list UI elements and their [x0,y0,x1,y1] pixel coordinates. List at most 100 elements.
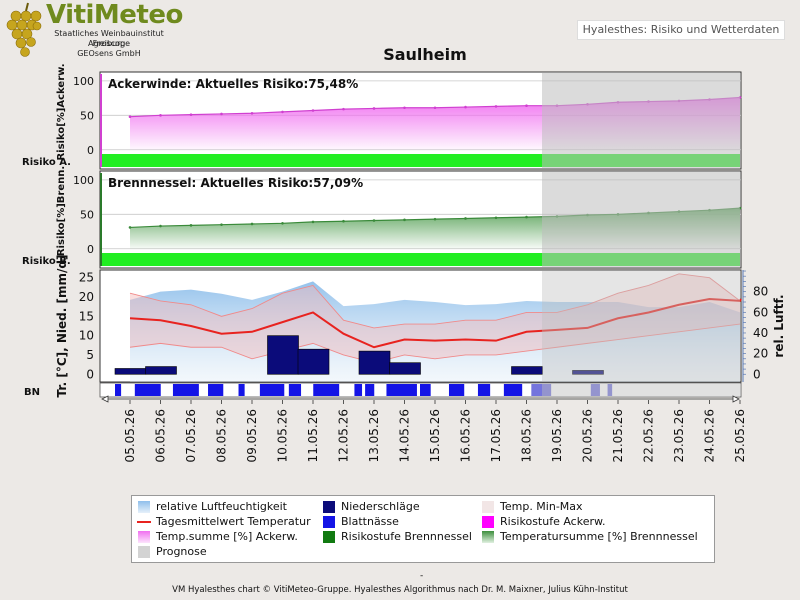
logo-line-3: GEOsens GmbH [77,49,141,58]
x-tick-label-0: 05.05.26 [123,409,137,462]
legend-swatch-humidity [138,500,150,513]
brennnessel-ylabel: Risiko[%]Brenn. [56,166,67,256]
ackerwinde-point-13 [525,104,528,107]
leaf-wetness-segment-4 [238,384,245,396]
brennnessel-point-2 [189,224,193,227]
legend-item-humidity: relative Luftfeuchtigkeit [138,500,287,513]
precip-bar-15 [572,370,604,375]
leaf-wetness-segment-13 [477,384,491,396]
ackerwinde-band-label: Risiko A. [22,157,71,168]
x-tick-label-4: 09.05.26 [245,409,259,462]
weather-ytick-left: 15 [79,309,94,323]
x-tick-label-12: 17.05.26 [489,409,503,462]
ackerwinde-point-2 [189,113,193,116]
leaf-wetness-label: BN [24,387,40,398]
weather-ylabel-right: rel. Luftf. [772,294,786,357]
brennnessel-forecast-overlay [542,172,740,267]
weather-ytick-left: 10 [79,329,94,343]
brennnessel-point-6 [311,220,315,224]
ackerwinde-forecast-overlay [542,73,740,168]
temp-min-line [129,323,741,364]
leaf-wetness-segment-12 [448,384,465,396]
legend-item-temp-minmax: Temp. Min-Max [482,500,583,513]
weather-ytick-left: 20 [79,290,94,304]
leaf-wetness-segment-8 [354,384,363,396]
scroll-left-arrow-icon [101,395,109,403]
ackerwinde-ylabel: Risiko[%]Ackerw. [56,63,67,160]
grape-logo-icon [6,2,42,57]
x-tick-label-18: 23.05.26 [672,409,686,462]
scroll-right-arrow-icon [732,395,740,403]
legend-item-forecast: Prognose [138,545,207,558]
ackerwinde-point-11 [464,105,467,109]
ackerwinde-point-4 [250,111,254,115]
ackerwinde-caption: Ackerwinde: Aktuelles Risiko:75,48% [108,77,358,91]
legend-label-leaf-wetness: Blattnässe [341,515,399,528]
x-tick-label-20: 25.05.26 [733,409,747,462]
brennnessel-point-3 [220,223,223,226]
leaf-wetness-segment-1 [134,384,161,396]
ackerwinde-point-6 [311,109,315,112]
leaf-wetness-forecast-overlay [542,384,740,396]
x-tick-label-16: 21.05.26 [611,409,625,462]
weather-ytick-left: 0 [86,367,94,381]
ackerwinde-point-7 [342,107,345,111]
brennnessel-point-9 [403,218,406,222]
ackerwinde-point-3 [220,112,223,116]
x-tick-label-3: 08.05.26 [215,409,229,462]
leaf-wetness-segment-15 [531,384,552,396]
precip-bar-6 [297,348,330,375]
brennnessel-point-10 [433,217,437,221]
legend-item-precipitation: Niederschläge [323,500,420,513]
ackerwinde-point-1 [159,114,162,117]
legend-label-tempsum-ackerwinde: Temp.summe [%] Ackerw. [156,530,298,543]
ackerwinde-point-5 [281,110,284,114]
brennnessel-point-7 [342,219,345,223]
footer-credit: VM Hyalesthes chart © VitiMeteo-Gruppe. … [172,585,628,595]
chart-title: Saulheim [383,45,467,64]
legend-label-temp-minmax: Temp. Min-Max [500,500,583,513]
brennnessel-point-12 [494,216,498,220]
legend-item-risk-brennnessel: Risikostufe Brennnessel [323,530,472,543]
leaf-wetness-segment-9 [365,384,375,396]
legend-label-humidity: relative Luftfeuchtigkeit [156,500,287,513]
ackerwinde-ytick-label: 50 [80,109,94,122]
brennnessel-point-0 [128,226,132,229]
ackerwinde-ytick-label: 100 [73,75,94,88]
legend-swatch-forecast [138,545,150,558]
ackerwinde-ytick-label: 0 [87,144,94,157]
brennnessel-point-11 [464,217,467,220]
x-tick-label-17: 22.05.26 [642,409,656,462]
footer-dash: - [420,571,424,581]
legend-swatch-temp-mean [137,520,151,523]
leaf-wetness-segment-3 [208,384,224,396]
x-tick-label-5: 10.05.26 [276,409,290,462]
precip-bar-5 [267,335,299,375]
legend-item-temp-mean: Tagesmittelwert Temperatur [137,515,311,528]
x-tick-label-15: 20.05.26 [581,409,595,462]
leaf-wetness-segment-16 [590,384,600,396]
temp-max-line [129,273,741,329]
legend-item-tempsum-ackerwinde: Temp.summe [%] Ackerw. [138,530,298,543]
legend-swatch-precipitation [323,500,335,513]
legend-swatch-risk-ackerwinde [482,515,494,528]
brennnessel-caption: Brennnessel: Aktuelles Risiko:57,09% [108,176,363,190]
leaf-wetness-segment-6 [288,384,302,396]
brennnessel-ytick-label: 100 [73,174,94,187]
page-tab-title[interactable]: Hyalesthes: Risiko und Wetterdaten [577,20,785,40]
legend-label-risk-ackerwinde: Risikostufe Ackerw. [500,515,606,528]
brennnessel-point-8 [372,219,376,222]
ackerwinde-point-12 [494,105,498,108]
weather-ytick-right: 80 [753,285,768,299]
legend-item-leaf-wetness: Blattnässe [323,515,399,528]
brennnessel-point-1 [159,224,162,228]
leaf-wetness-segment-14 [503,384,523,396]
weather-ytick-left: 25 [79,271,94,285]
logo-title: VitiMeteo [46,0,183,30]
weather-ytick-left: 5 [86,348,94,362]
ackerwinde-point-9 [403,106,406,110]
brennnessel-point-4 [250,222,254,226]
leaf-wetness-segment-17 [607,384,613,396]
weather-forecast-overlay [542,271,740,381]
ackerwinde-point-0 [128,115,132,119]
